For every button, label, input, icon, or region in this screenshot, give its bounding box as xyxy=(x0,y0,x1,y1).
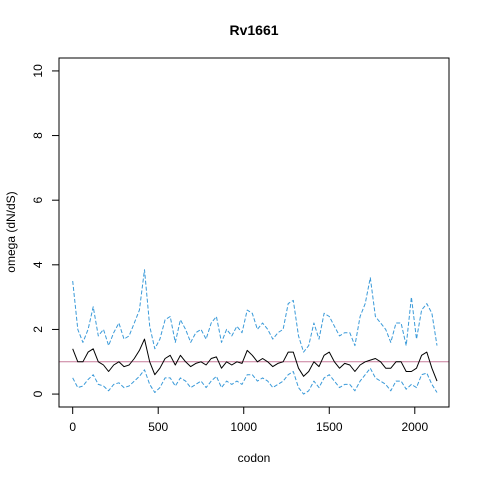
y-tick-label: 4 xyxy=(31,261,45,268)
x-tick-label: 0 xyxy=(69,420,76,434)
plot-area xyxy=(59,269,449,395)
y-axis-label: omega (dN/dS) xyxy=(4,191,18,272)
y-tick-label: 6 xyxy=(31,197,45,204)
x-tick-label: 1500 xyxy=(316,420,343,434)
x-tick-label: 1000 xyxy=(230,420,257,434)
x-axis: 0 500 1000 1500 2000 xyxy=(69,406,428,434)
series-line-upper-bound xyxy=(72,269,438,353)
y-tick-label: 2 xyxy=(31,326,45,333)
x-tick-label: 500 xyxy=(148,420,168,434)
series-line-lower-bound xyxy=(72,367,438,395)
series-line-estimate xyxy=(72,338,438,382)
y-tick-label: 8 xyxy=(31,132,45,139)
y-tick-label: 10 xyxy=(31,64,45,78)
y-axis: 0 2 4 6 8 10 xyxy=(31,64,60,397)
plot-frame xyxy=(58,57,450,408)
y-tick-label: 0 xyxy=(31,390,45,397)
x-axis-label: codon xyxy=(238,451,271,465)
chart-title: Rv1661 xyxy=(229,22,278,38)
x-tick-label: 2000 xyxy=(401,420,428,434)
